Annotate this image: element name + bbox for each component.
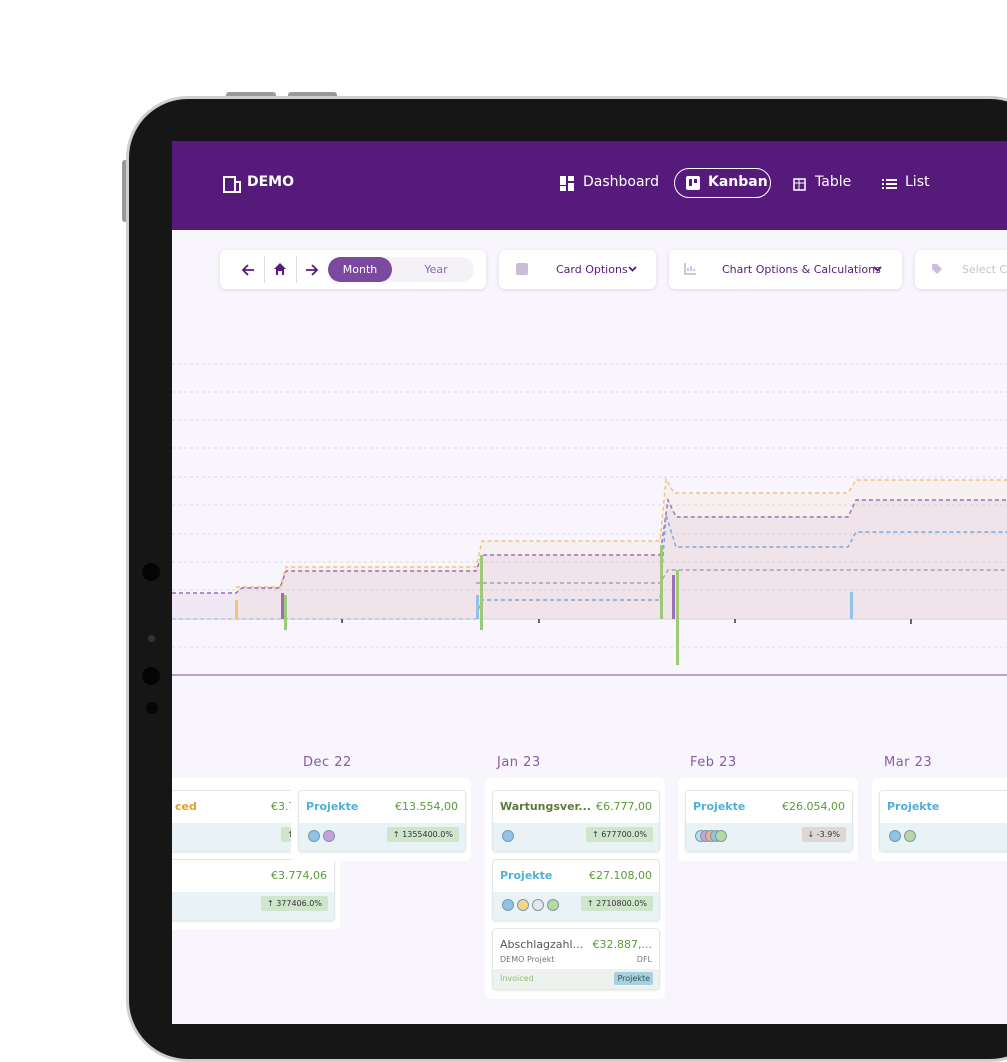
nav-active-pill[interactable] xyxy=(674,168,771,198)
icon xyxy=(684,263,696,275)
card[interactable]: Wartungsver... €6.777,00 ↑ 677700.0% xyxy=(492,790,660,852)
dashboard-icon xyxy=(560,176,574,191)
card[interactable]: Abschlagzahl... €32.887,... DEMO Projekt DF… xyxy=(492,928,660,990)
prev-button[interactable] xyxy=(240,262,256,278)
column-title: Mar 23 xyxy=(884,755,933,770)
bars xyxy=(235,545,912,665)
screen: DEMO Dashboard Kanban Table List Month Y… xyxy=(172,141,1007,1024)
card-amount: €3.774,06 xyxy=(271,869,327,882)
avatar xyxy=(323,830,335,842)
kanban-icon xyxy=(686,176,700,190)
brand[interactable]: DEMO xyxy=(247,174,295,190)
card[interactable]: Projekte€14.3↓ - xyxy=(879,790,1007,852)
chevron xyxy=(873,266,882,272)
period-option[interactable]: Year xyxy=(424,263,448,276)
column: Projekte€14.3↓ - xyxy=(872,778,1007,861)
card[interactable]: Projekte €27.108,00 ↑ 2710800.0% xyxy=(492,859,660,921)
chart-options[interactable]: Chart Options & Calculations xyxy=(669,250,902,289)
period-option[interactable]: Month xyxy=(328,257,392,282)
area xyxy=(236,479,1007,619)
tag-icon xyxy=(932,264,942,274)
card-footer: ↓ - xyxy=(880,823,1007,851)
card-amount: €26.054,00 xyxy=(782,800,845,813)
card-title: Abschlagzahl... xyxy=(500,938,584,951)
device-button xyxy=(122,160,127,222)
kanban-board: ced€3.777,78↑ 58.0%€3.774,06↑ 377406.0%D… xyxy=(172,141,1007,1024)
device-button xyxy=(226,92,276,98)
column-title: Dec 22 xyxy=(303,755,352,770)
nav-item[interactable]: List xyxy=(905,174,930,190)
button-label: Chart Options & Calculations xyxy=(722,263,881,276)
card-footer: ↓ -3.9% xyxy=(686,823,852,851)
card[interactable]: €3.774,06 ↑ 377406.0% xyxy=(172,859,335,921)
camera xyxy=(142,563,160,581)
placeholder: Select Ca xyxy=(962,263,1007,276)
card-subtitle: DEMO Projekt xyxy=(500,955,555,964)
card-tag: Projekte xyxy=(614,972,653,985)
change-badge: ↓ -3.9% xyxy=(801,827,846,842)
card-title: Projekte xyxy=(306,800,359,813)
card-title: Wartungsver... xyxy=(500,800,591,813)
nav-item[interactable]: Kanban xyxy=(708,174,768,190)
change-badge: ↑ 2710800.0% xyxy=(580,896,653,911)
column: Projekte €13.554,00 ↑ 1355400.0% xyxy=(291,778,471,861)
area xyxy=(172,500,1007,619)
navbar: DEMO Dashboard Kanban Table List xyxy=(172,141,1007,230)
device-button xyxy=(288,92,337,98)
button-label: Card Options xyxy=(556,263,628,276)
avatar xyxy=(502,830,514,842)
next-button[interactable] xyxy=(304,262,320,278)
column-title: Jan 23 xyxy=(497,755,541,770)
avatar xyxy=(904,830,916,842)
card[interactable]: Projekte €13.554,00 ↑ 1355400.0% xyxy=(298,790,466,852)
avatar xyxy=(308,830,320,842)
category-select[interactable]: Select Ca xyxy=(915,250,1007,289)
card-amount: €32.887,... xyxy=(592,938,652,951)
card-footer: ↑ 1355400.0% xyxy=(299,823,465,851)
card-title: Projekte xyxy=(500,869,553,882)
change-badge: ↑ 1355400.0% xyxy=(386,827,459,842)
avatar xyxy=(889,830,901,842)
card-footer: Invoiced Projekte xyxy=(493,969,659,989)
card-title: ced xyxy=(175,800,197,813)
card-footer: ↑ 2710800.0% xyxy=(493,892,659,920)
list-icon xyxy=(882,179,897,189)
body: DEMO Dashboard Kanban Table List Month Y… xyxy=(122,92,1007,1062)
chart xyxy=(172,363,1007,676)
table-icon xyxy=(793,178,806,191)
card-amount: €27.108,00 xyxy=(589,869,652,882)
sensor xyxy=(148,635,155,642)
home-button[interactable] xyxy=(272,261,288,277)
nav-item[interactable]: Table xyxy=(815,174,852,190)
period-toolbar: Month Year xyxy=(220,250,486,289)
column: Projekte €26.054,00 ↓ -3.9% xyxy=(678,778,858,861)
nav-item[interactable]: Dashboard xyxy=(583,174,659,190)
avatar xyxy=(532,899,544,911)
card-code: DFL xyxy=(636,955,652,964)
column-title: Feb 23 xyxy=(690,755,737,770)
card-footer: ↑ 377406.0% xyxy=(172,892,334,920)
change-badge: ↑ 377406.0% xyxy=(260,896,328,911)
camera xyxy=(142,667,160,685)
sensor xyxy=(146,702,158,714)
grid xyxy=(172,363,1007,648)
avatar xyxy=(502,899,514,911)
card-footer: ↑ 677700.0% xyxy=(493,823,659,851)
card-status: Invoiced xyxy=(500,974,534,983)
avatar xyxy=(517,899,529,911)
card-title: Projekte xyxy=(887,800,940,813)
chevron xyxy=(628,266,637,272)
card-amount: €6.777,00 xyxy=(596,800,652,813)
card-options[interactable]: Card Options xyxy=(499,250,656,289)
card-title: Projekte xyxy=(693,800,746,813)
icon xyxy=(516,263,528,275)
column: Wartungsver... €6.777,00 ↑ 677700.0% Projek… xyxy=(485,778,665,999)
change-badge: ↑ 677700.0% xyxy=(585,827,653,842)
page: Kanban {"nav": {"brand": "DEMO", "items"… xyxy=(122,92,1007,1062)
card[interactable]: Projekte €26.054,00 ↓ -3.9% xyxy=(685,790,853,852)
card-amount: €13.554,00 xyxy=(395,800,458,813)
brand-icon xyxy=(223,176,241,193)
avatar xyxy=(715,830,727,842)
avatar xyxy=(547,899,559,911)
